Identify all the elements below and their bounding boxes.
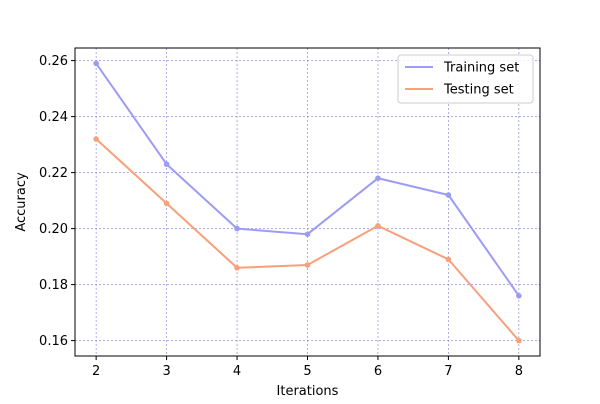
data-point bbox=[304, 231, 311, 237]
data-point bbox=[234, 225, 240, 232]
axis-ticks: 2 3 4 5 6 7 8 0.16 0.18 0.20 0.22 0.24 0.26 bbox=[39, 54, 523, 379]
data-point bbox=[445, 192, 452, 198]
data-point bbox=[445, 256, 452, 263]
y-axis-label: Accuracy bbox=[14, 172, 29, 232]
data-point bbox=[516, 337, 522, 344]
data-point bbox=[163, 161, 170, 167]
data-point bbox=[304, 262, 311, 268]
x-tick-label: 8 bbox=[515, 364, 523, 379]
legend-label: Training set bbox=[443, 61, 519, 76]
data-point bbox=[234, 265, 240, 271]
series-layer bbox=[93, 60, 522, 344]
y-tick-label: 0.24 bbox=[39, 110, 68, 125]
y-tick-label: 0.20 bbox=[39, 222, 68, 237]
x-tick-label: 5 bbox=[303, 364, 311, 379]
x-tick-label: 6 bbox=[374, 364, 382, 379]
data-point bbox=[375, 175, 381, 181]
series-testing bbox=[93, 136, 522, 344]
y-tick-label: 0.22 bbox=[39, 166, 68, 181]
legend: Training set Testing set bbox=[397, 54, 534, 104]
data-point bbox=[93, 60, 99, 67]
legend-label: Testing set bbox=[443, 83, 514, 98]
x-axis-label: Iterations bbox=[277, 384, 339, 399]
y-tick-label: 0.18 bbox=[39, 278, 68, 293]
data-point bbox=[516, 293, 522, 299]
series-training bbox=[93, 60, 522, 299]
x-tick-label: 2 bbox=[92, 364, 100, 379]
x-tick-label: 7 bbox=[444, 364, 452, 379]
data-point bbox=[93, 136, 99, 142]
grid-lines bbox=[75, 48, 540, 356]
data-point bbox=[163, 200, 170, 207]
y-tick-label: 0.26 bbox=[39, 54, 68, 69]
x-tick-label: 4 bbox=[233, 364, 241, 379]
data-point bbox=[375, 223, 381, 229]
x-tick-label: 3 bbox=[162, 364, 170, 379]
y-tick-label: 0.16 bbox=[39, 334, 68, 349]
